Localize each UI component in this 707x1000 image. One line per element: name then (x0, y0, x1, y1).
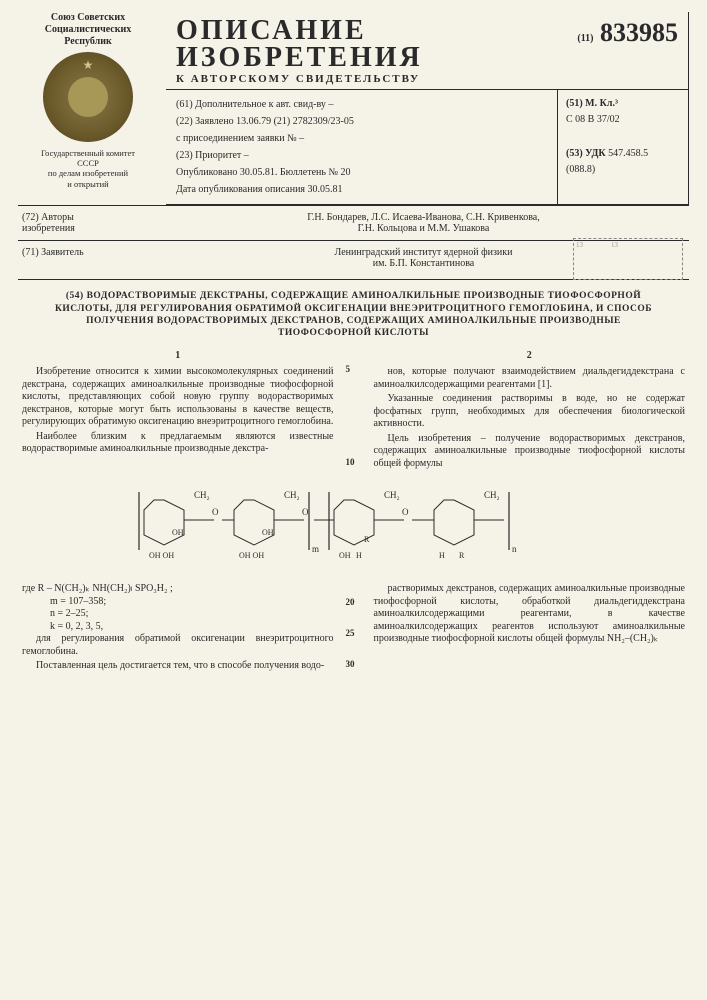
svg-text:CH₂: CH₂ (484, 490, 500, 500)
svg-text:R: R (459, 551, 465, 560)
svg-text:n: n (512, 544, 517, 554)
svg-text:O: O (302, 507, 309, 517)
state-emblem (43, 52, 133, 142)
applicant-label: (71) Заявитель (18, 247, 158, 269)
where-col-1: где R – N(CH₂)ₖ NH(CH₂)ₗ SPO₃H₂ ; m = 10… (22, 583, 334, 675)
svg-text:H: H (356, 551, 362, 560)
meta-left: (61) Дополнительное к авт. свид-ву – (22… (166, 90, 558, 204)
chemical-formula: CH₂ OH OH OH O CH₂ OH OH OH O m CH₂ OH H… (18, 472, 689, 583)
where-col-2: растворимых декстранов, содержащих амино… (374, 583, 686, 675)
svg-text:CH₂: CH₂ (384, 490, 400, 500)
ussr-label: Союз Советских Социалистических Республи… (18, 12, 158, 48)
authors-text: Г.Н. Бондарев, Л.С. Исаева-Иванова, С.Н.… (158, 212, 689, 234)
line-markers-upper: 5 10 (346, 350, 362, 473)
svg-text:CH₂: CH₂ (284, 490, 300, 500)
svg-text:OH: OH (339, 551, 351, 560)
line-markers-lower: 20 25 30 (346, 583, 362, 675)
svg-text:H: H (439, 551, 445, 560)
body-col-2: 2 нов, которые получают взаимодействием … (374, 350, 686, 473)
svg-text:OH: OH (172, 528, 184, 537)
svg-text:R: R (364, 535, 370, 544)
stamp-box: 13 13 (573, 238, 683, 280)
svg-text:CH₂: CH₂ (194, 490, 210, 500)
meta-right: (51) М. Кл.³ С 08 В 37/02 (53) УДК 547.4… (558, 90, 688, 204)
doc-subtitle: К АВТОРСКОМУ СВИДЕТЕЛЬСТВУ (176, 73, 569, 85)
patent-number: (11) 833985 (569, 18, 678, 48)
doc-title-1: ОПИСАНИЕ (176, 18, 569, 45)
committee-label: Государственный комитет СССР по делам из… (18, 148, 158, 189)
svg-text:m: m (312, 544, 319, 554)
invention-title: (54) ВОДОРАСТВОРИМЫЕ ДЕКСТРАНЫ, СОДЕРЖАЩ… (18, 280, 689, 349)
doc-title-2: ИЗОБРЕТЕНИЯ (176, 45, 569, 72)
svg-text:OH: OH (262, 528, 274, 537)
svg-text:OH OH: OH OH (239, 551, 264, 560)
body-col-1: 1 Изобретение относится к химии высокомо… (22, 350, 334, 473)
authors-label: (72) Авторы изобретения (18, 212, 158, 234)
svg-text:O: O (212, 507, 219, 517)
svg-text:OH OH: OH OH (149, 551, 174, 560)
svg-text:O: O (402, 507, 409, 517)
